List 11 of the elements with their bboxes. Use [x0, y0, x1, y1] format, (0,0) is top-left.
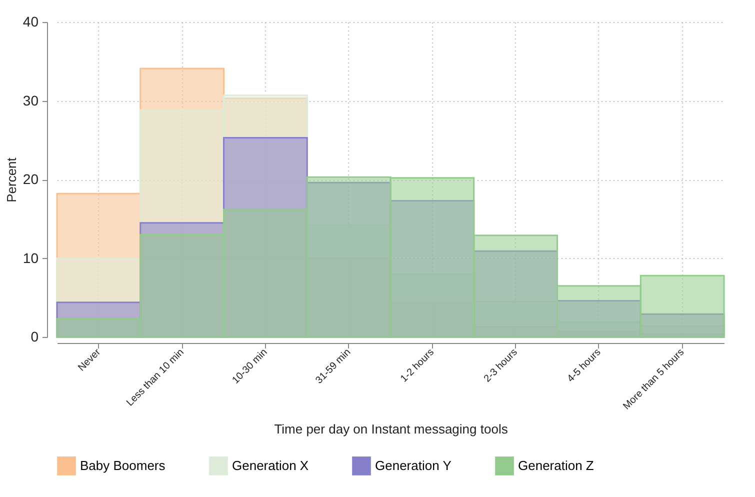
y-tick-label: 0: [30, 328, 39, 344]
legend-label: Baby Boomers: [80, 458, 166, 473]
legend-label: Generation Z: [518, 458, 594, 473]
y-axis-title: Percent: [4, 157, 19, 202]
y-tick-label: 30: [22, 92, 39, 108]
y-tick-label: 40: [22, 14, 39, 30]
legend-label: Generation Y: [375, 458, 452, 473]
legend-label: Generation X: [232, 458, 309, 473]
x-axis-title: Time per day on Instant messaging tools: [274, 421, 508, 436]
y-tick-label: 10: [22, 250, 39, 266]
y-tick-label: 20: [22, 171, 39, 187]
